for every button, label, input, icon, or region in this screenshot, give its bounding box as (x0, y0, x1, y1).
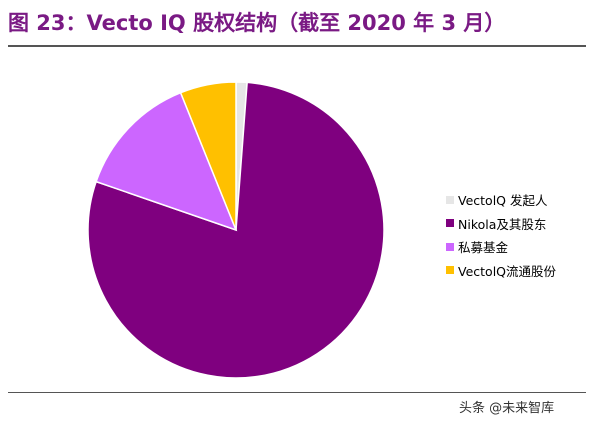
legend-label-private-fund: 私募基金 (458, 240, 509, 256)
legend-item-private-fund: 私募基金 (446, 235, 556, 259)
top-divider (8, 45, 586, 47)
pie-slice-private-fund (95, 91, 238, 232)
watermark: 头条 @未来智库 (459, 401, 555, 416)
legend: VectolQ 发起人 Nikola及其股东 私募基金 VectolQ流通股份 (446, 188, 556, 282)
legend-swatch-nikola (446, 219, 454, 228)
legend-swatch-founders (446, 195, 454, 204)
legend-label-float: VectolQ流通股份 (458, 263, 557, 279)
legend-item-nikola: Nikola及其股东 (446, 212, 556, 236)
chart-title: 图 23：Vecto IQ 股权结构（截至 2020 年 3 月） (8, 11, 506, 35)
legend-item-float: VectolQ流通股份 (446, 259, 556, 283)
pie-slice-float (179, 81, 237, 231)
bottom-divider (8, 392, 586, 393)
legend-label-nikola: Nikola及其股东 (458, 216, 547, 232)
legend-swatch-private-fund (446, 242, 454, 251)
legend-swatch-float (446, 266, 454, 275)
legend-item-founders: VectolQ 发起人 (446, 188, 556, 212)
legend-label-founders: VectolQ 发起人 (458, 193, 548, 209)
